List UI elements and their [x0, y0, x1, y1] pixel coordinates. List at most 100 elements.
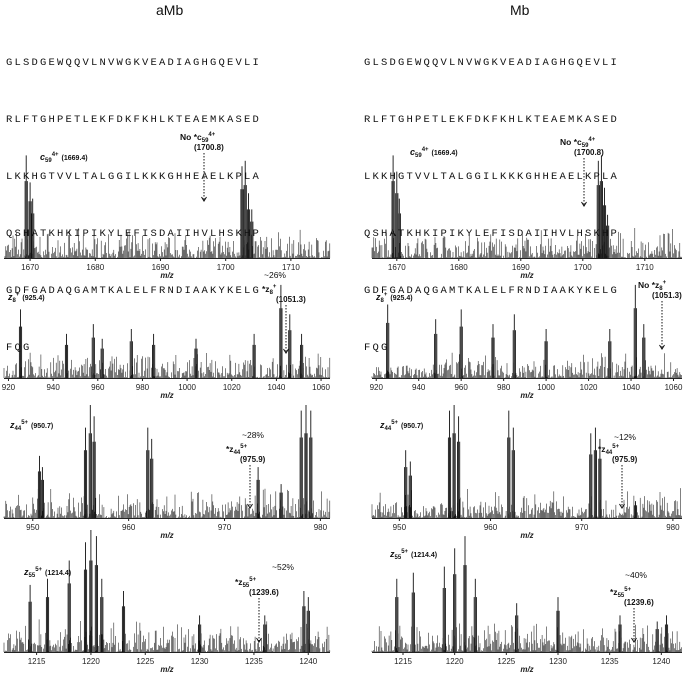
x-tick-label: 940	[46, 383, 60, 392]
x-tick-label: 1240	[299, 657, 317, 666]
star-ion-label: No *z8+	[638, 280, 667, 292]
percentage-label: ~40%	[625, 570, 647, 580]
spectrum-Mb-c59: 1670 1680 1690 1700 1710 m/z c594+ (1669.4) No *…	[371, 137, 682, 280]
x-tick-label: 1680	[450, 263, 468, 272]
x-tick-label: 1235	[601, 657, 619, 666]
x-tick-label: 980	[497, 383, 511, 392]
arrow-head	[256, 637, 262, 643]
x-tick-label: 1225	[136, 657, 154, 666]
ion-label: z445+ (950.7)	[9, 420, 53, 432]
x-tick-label: 1000	[178, 383, 196, 392]
ion-label: z445+ (950.7)	[379, 420, 423, 432]
ion-label: z555+ (1214.4)	[389, 549, 437, 561]
spectrum-Mb-z8: 920 940 960 980 1000 1020 1040 1060 m/z z8+ (925.4…	[370, 280, 683, 400]
percentage-label: ~28%	[242, 430, 264, 440]
x-tick-label: 1710	[282, 263, 300, 272]
spectrum-Mb-z55: 1215 1220 1225 1230 1235 1240 m/z z555+ (1214.4)…	[371, 536, 682, 674]
ion-label: c594+ (1669.4)	[410, 147, 458, 159]
x-axis-label: m/z	[520, 271, 533, 280]
arrow-head	[201, 196, 207, 202]
ion-label: c594+ (1669.4)	[40, 152, 88, 164]
sequence-line: QSHATKHKIPIKYLEFISDAIIHVLHSKHP	[364, 228, 620, 240]
arrow-head	[659, 344, 665, 350]
x-tick-label: 980	[136, 383, 150, 392]
x-tick-label: 960	[91, 383, 105, 392]
star-ion-value: (1051.3)	[276, 295, 306, 304]
x-tick-label: 980	[314, 523, 328, 532]
arrow-head	[283, 348, 289, 354]
spectrum-aMb-z55: 1215 1220 1225 1230 1235 1240 m/z z555+ (1214.4)…	[3, 530, 331, 674]
noise-trace	[3, 619, 331, 652]
percentage-label: ~26%	[264, 270, 286, 280]
x-tick-label: 1220	[446, 657, 464, 666]
sequence-line: LKKHGTVVLTALGGILKKKGHHEAELKPLA	[6, 171, 262, 183]
ion-label: z8+ (925.4)	[375, 292, 413, 304]
x-tick-label: 1690	[152, 263, 170, 272]
star-ion-label: *z555+	[610, 587, 632, 599]
x-tick-label: 1060	[665, 383, 683, 392]
sequence-mb: GLSDGEWQQVLNVWGKVEADIAGHGQEVLI RLFTGHPET…	[364, 16, 619, 377]
x-tick-label: 1700	[574, 263, 592, 272]
x-tick-label: 1040	[622, 383, 640, 392]
noise-trace	[4, 228, 331, 258]
sequence-line: FQG	[6, 342, 32, 354]
ion-label: z555+ (1214.4)	[23, 567, 71, 579]
x-tick-label: 1690	[512, 263, 530, 272]
x-tick-label: 950	[393, 523, 407, 532]
arrow-head	[619, 503, 625, 509]
x-tick-label: 1020	[223, 383, 241, 392]
spectrum-aMb-z44: 950 960 970 980 m/z z445+ (950.7) *z445+(975.9)…	[3, 405, 331, 540]
star-ion-label: No *c594+	[560, 137, 596, 149]
sequence-line: GDFGADAQGAMTKALELFRNDIAAKYKELG	[6, 285, 262, 297]
sequence-line: RLFTGHPETLEKFDKFKHLKTEAEMKASED	[364, 114, 620, 126]
x-tick-label: 1000	[537, 383, 555, 392]
star-ion-value: (1239.6)	[624, 598, 654, 607]
ion-label: z8+ (925.4)	[7, 292, 45, 304]
star-ion-value: (1700.8)	[574, 148, 604, 157]
noise-trace	[371, 228, 682, 258]
star-ion-label: No *c594+	[180, 132, 216, 144]
sequence-line: GDFGADAQGAMTKALELFRNDIAAKYKELG	[364, 285, 620, 297]
arrow-head	[631, 637, 637, 643]
x-tick-label: 960	[484, 523, 498, 532]
spectrum-Mb-z44: 950 960 970 980 m/z z445+ (950.7) *z445+(975.9)…	[371, 405, 682, 540]
x-tick-label: 1240	[652, 657, 670, 666]
x-tick-label: 950	[26, 523, 40, 532]
star-ion-label: *z8+	[262, 284, 277, 296]
title-mb: Mb	[510, 2, 530, 18]
sequence-line: GLSDGEWQQVLNVWGKVEADIAGHGQEVLI	[6, 57, 262, 69]
star-ion-label: *z445+	[226, 444, 248, 456]
x-tick-label: 1670	[21, 263, 39, 272]
x-tick-label: 970	[575, 523, 589, 532]
x-tick-label: 1040	[268, 383, 286, 392]
x-tick-label: 1670	[388, 263, 406, 272]
x-axis-label: m/z	[520, 531, 533, 540]
x-axis-label: m/z	[160, 665, 173, 674]
sequence-line: QSHATKHKIPIKYLEFISDAIIHVLHSKHP	[6, 228, 262, 240]
arrow-head	[247, 503, 253, 509]
x-tick-label: 1020	[580, 383, 598, 392]
percentage-label: ~12%	[614, 432, 636, 442]
x-tick-label: 920	[2, 383, 16, 392]
title-amb: aMb	[156, 2, 184, 18]
spectrum-aMb-z8: 920 940 960 980 1000 1020 1040 1060 m/z z8+ (925.4…	[2, 270, 331, 400]
x-axis-label: m/z	[160, 531, 173, 540]
x-tick-label: 1235	[245, 657, 263, 666]
star-ion-label: *z555+	[235, 577, 257, 589]
spectrum-aMb-c59: 1670 1680 1690 1700 1710 m/z c594+ (1669.4) No *…	[4, 132, 331, 280]
x-tick-label: 1230	[549, 657, 567, 666]
x-tick-label: 970	[218, 523, 232, 532]
star-ion-value: (975.9)	[240, 455, 266, 464]
x-tick-label: 1220	[82, 657, 100, 666]
x-axis-label: m/z	[160, 391, 173, 400]
sequence-amb: GLSDGEWQQVLNVWGKVEADIAGHGQEVLI RLFTGHPET…	[6, 16, 261, 377]
noise-trace	[3, 352, 331, 378]
arrow-head	[581, 201, 587, 207]
noise-trace	[371, 623, 682, 652]
star-ion-value: (1700.8)	[194, 143, 224, 152]
percentage-label: ~52%	[272, 562, 294, 572]
star-ion-label: *z445+	[598, 444, 620, 456]
x-tick-label: 940	[412, 383, 426, 392]
noise-trace	[371, 352, 682, 378]
